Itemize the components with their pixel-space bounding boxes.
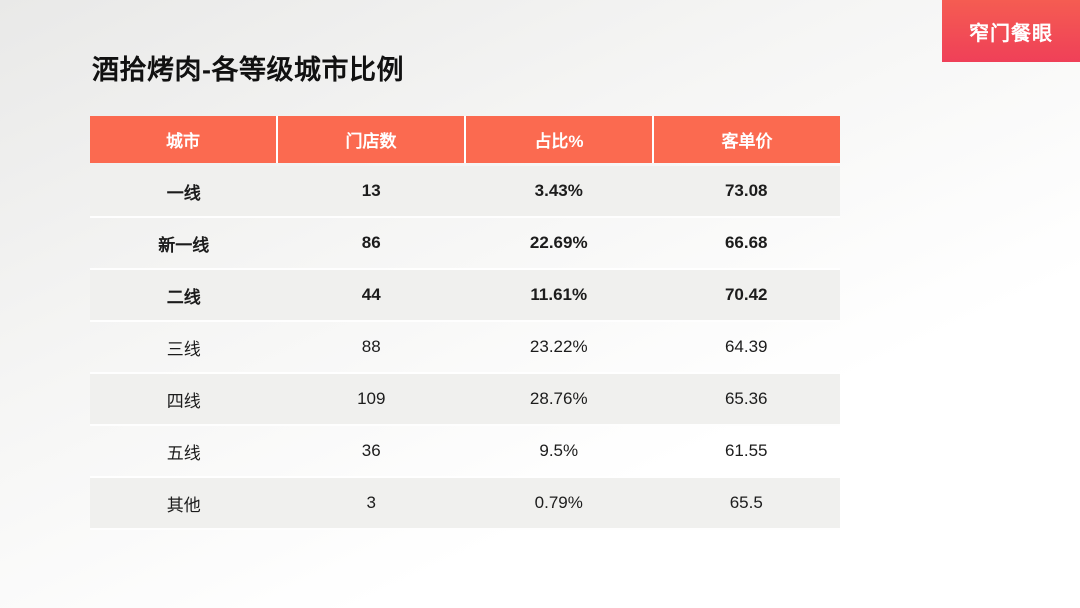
cell-share: 9.5% [539, 441, 579, 460]
cell-city: 新一线 [158, 235, 210, 255]
cell-city: 五线 [166, 443, 201, 463]
cell-avg-price: 73.08 [724, 181, 768, 200]
cell-avg-price: 61.55 [724, 441, 768, 460]
cell-share: 22.69% [529, 233, 588, 252]
table-row: 二线 44 11.61% 70.42 [90, 270, 840, 322]
table-row: 其他 3 0.79% 65.5 [90, 478, 840, 530]
cell-store-count: 13 [361, 181, 381, 200]
cell-store-count: 109 [357, 389, 386, 408]
table-row: 三线 88 23.22% 64.39 [90, 322, 840, 374]
table-row: 四线 109 28.76% 65.36 [90, 374, 840, 426]
cell-city: 三线 [166, 339, 201, 359]
cell-store-count: 86 [361, 233, 381, 252]
cell-store-count: 44 [361, 285, 381, 304]
cell-city: 其他 [166, 495, 201, 515]
cell-avg-price: 65.36 [724, 389, 768, 408]
cell-share: 3.43% [534, 181, 583, 200]
cell-avg-price: 65.5 [729, 493, 763, 512]
table-row: 新一线 86 22.69% 66.68 [90, 218, 840, 270]
cell-avg-price: 66.68 [724, 233, 768, 252]
table-row: 五线 36 9.5% 61.55 [90, 426, 840, 478]
table-header-row: 城市 门店数 占比% 客单价 [90, 116, 840, 163]
header-cell-share: 占比% [464, 116, 652, 163]
cell-city: 四线 [166, 391, 201, 411]
cell-share: 0.79% [534, 493, 583, 512]
cell-city: 一线 [166, 183, 201, 203]
header-cell-avg-price: 客单价 [652, 116, 840, 163]
cell-store-count: 88 [361, 337, 381, 356]
header-cell-store-count: 门店数 [276, 116, 464, 163]
cell-avg-price: 64.39 [724, 337, 768, 356]
cell-share: 11.61% [530, 285, 588, 304]
table-row: 一线 13 3.43% 73.08 [90, 166, 840, 218]
cell-store-count: 3 [366, 493, 376, 512]
cell-share: 28.76% [529, 389, 588, 408]
city-tier-table: 城市 门店数 占比% 客单价 一线 13 3.43% 73.08 新一线 86 … [90, 116, 840, 530]
cell-avg-price: 70.42 [724, 285, 768, 304]
cell-share: 23.22% [529, 337, 588, 356]
page-title: 酒拾烤肉-各等级城市比例 [92, 55, 404, 85]
cell-store-count: 36 [361, 441, 381, 460]
header-cell-city: 城市 [166, 132, 200, 151]
brand-badge: 窄门餐眼 [942, 0, 1080, 62]
cell-city: 二线 [166, 287, 201, 307]
